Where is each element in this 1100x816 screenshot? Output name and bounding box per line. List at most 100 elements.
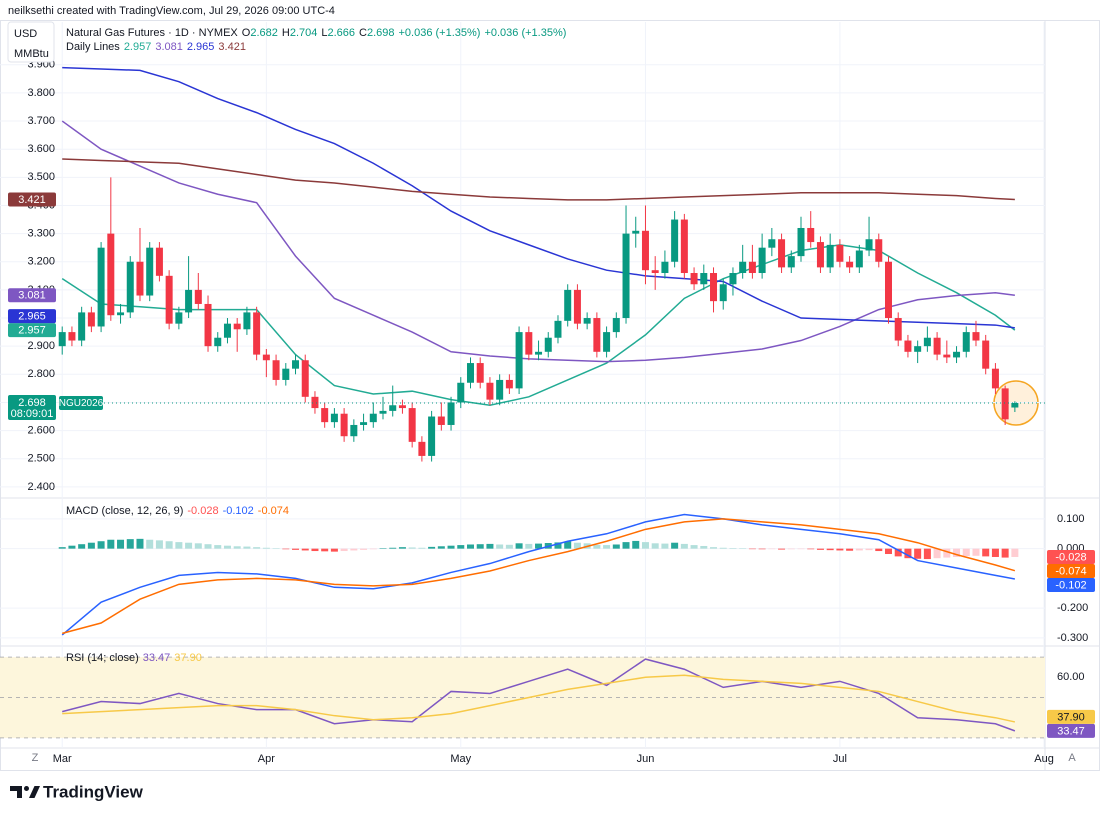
- x-tick-label: Apr: [258, 753, 275, 765]
- y-tick-label: 3.800: [27, 87, 55, 99]
- price-tag: 3.421: [18, 194, 46, 206]
- macd-histogram-bar: [661, 543, 669, 549]
- macd-histogram-bar: [875, 548, 883, 552]
- countdown: 08:09:01: [11, 408, 54, 420]
- candle-body: [622, 233, 630, 319]
- macd-histogram-bar: [797, 548, 805, 550]
- macd-histogram-bar: [748, 548, 756, 550]
- macd-histogram-bar: [923, 548, 931, 560]
- candle-body: [564, 289, 572, 321]
- macd-histogram-bar: [690, 545, 698, 549]
- candle-body: [87, 312, 95, 327]
- candle-body: [457, 382, 465, 403]
- candle-body: [175, 312, 183, 324]
- candle-body: [680, 219, 688, 274]
- logo-mark: [10, 786, 22, 798]
- price-tag: -0.028: [1055, 551, 1086, 563]
- macd-histogram-bar: [340, 548, 348, 552]
- candle-body: [418, 441, 426, 456]
- macd-histogram-bar: [292, 548, 300, 550]
- unit-box[interactable]: USD MMBtu: [7, 21, 55, 63]
- macd-histogram-bar: [262, 547, 270, 549]
- candle-body: [603, 332, 611, 352]
- macd-histogram-bar: [301, 548, 309, 551]
- macd-histogram-bar: [408, 547, 416, 549]
- candle-body: [1011, 403, 1019, 408]
- quote-value: 2.666: [327, 27, 355, 39]
- y-tick-label: 2.500: [27, 453, 55, 465]
- quote-value: 2.704: [290, 27, 318, 39]
- price-tag-bg: [8, 309, 56, 324]
- macd-histogram-bar: [360, 548, 368, 550]
- y-tick-label: 3.700: [27, 115, 55, 127]
- candle-body: [787, 256, 795, 268]
- macd-histogram-bar: [914, 548, 922, 559]
- rsi-value: 33.47: [143, 652, 171, 664]
- candle-body: [758, 247, 766, 274]
- price-tag: 2.965: [18, 311, 46, 323]
- macd-histogram-bar: [632, 540, 640, 549]
- auto-scale-button[interactable]: A: [1068, 752, 1076, 764]
- macd-histogram-bar: [204, 544, 212, 549]
- macd-histogram-bar: [214, 545, 222, 549]
- macd-histogram-bar: [982, 548, 990, 557]
- macd-histogram-bar: [700, 545, 708, 549]
- macd-histogram-bar: [671, 542, 679, 549]
- symbol-tag: NGU2026: [59, 398, 104, 409]
- candle-body: [612, 318, 620, 333]
- macd-histogram-bar: [185, 542, 193, 549]
- candle-body: [214, 337, 222, 347]
- candle-body: [155, 247, 163, 276]
- macd-histogram-bar: [593, 544, 601, 549]
- macd-histogram-bar: [884, 548, 892, 555]
- quote-key: C: [359, 27, 367, 39]
- candle-body: [126, 261, 134, 313]
- candle-body: [641, 230, 649, 271]
- candle-body: [301, 360, 309, 397]
- candle-body: [58, 332, 66, 347]
- candle-body: [525, 332, 533, 355]
- price-tag-bg: [1047, 723, 1095, 738]
- candle-body: [146, 247, 154, 296]
- candle-body: [97, 247, 105, 327]
- macd-histogram-bar: [904, 548, 912, 559]
- macd-histogram-bar: [107, 539, 115, 549]
- brand: TradingView: [43, 782, 144, 801]
- macd-histogram-bar: [778, 548, 786, 550]
- candle-body: [515, 332, 523, 389]
- macd-histogram-bar: [855, 548, 863, 551]
- x-tick-label: Jun: [637, 753, 655, 765]
- candle-body: [486, 382, 494, 400]
- macd-histogram-bar: [233, 546, 241, 549]
- price-tag-bg: [8, 323, 56, 338]
- candle-body: [943, 354, 951, 358]
- candle-body: [739, 261, 747, 274]
- macd-histogram-bar: [321, 548, 329, 552]
- rsi-value: 37.90: [174, 652, 202, 664]
- candle-body: [991, 368, 999, 389]
- macd-histogram-bar: [807, 548, 815, 550]
- macd-histogram-bar: [943, 548, 951, 558]
- candle-body: [651, 270, 659, 274]
- candle-body: [437, 416, 445, 425]
- candle-body: [165, 275, 173, 324]
- main-legend: Natural Gas Futures · 1D · NYMEX O2.682 H2…: [66, 27, 566, 39]
- macd-histogram-bar: [155, 540, 163, 549]
- candle-body: [865, 239, 873, 251]
- macd-histogram-bar: [223, 545, 231, 549]
- macd-histogram-bar: [953, 548, 961, 557]
- quote-change: +0.036 (+1.35%): [399, 27, 481, 39]
- macd-histogram-bar: [466, 544, 474, 549]
- macd-histogram-bar: [253, 547, 261, 549]
- candle-body: [311, 396, 319, 409]
- candle-body: [447, 402, 455, 425]
- timezone-button[interactable]: Z: [32, 752, 39, 764]
- y-tick-label: 2.800: [27, 368, 55, 380]
- macd-histogram-bar: [87, 542, 95, 549]
- macd-histogram-bar: [194, 543, 202, 549]
- candle-body: [408, 408, 416, 442]
- candle-body: [262, 354, 270, 361]
- macd-histogram-bar: [146, 539, 154, 549]
- candle-body: [671, 219, 679, 262]
- y-tick-label: 60.00: [1057, 671, 1085, 683]
